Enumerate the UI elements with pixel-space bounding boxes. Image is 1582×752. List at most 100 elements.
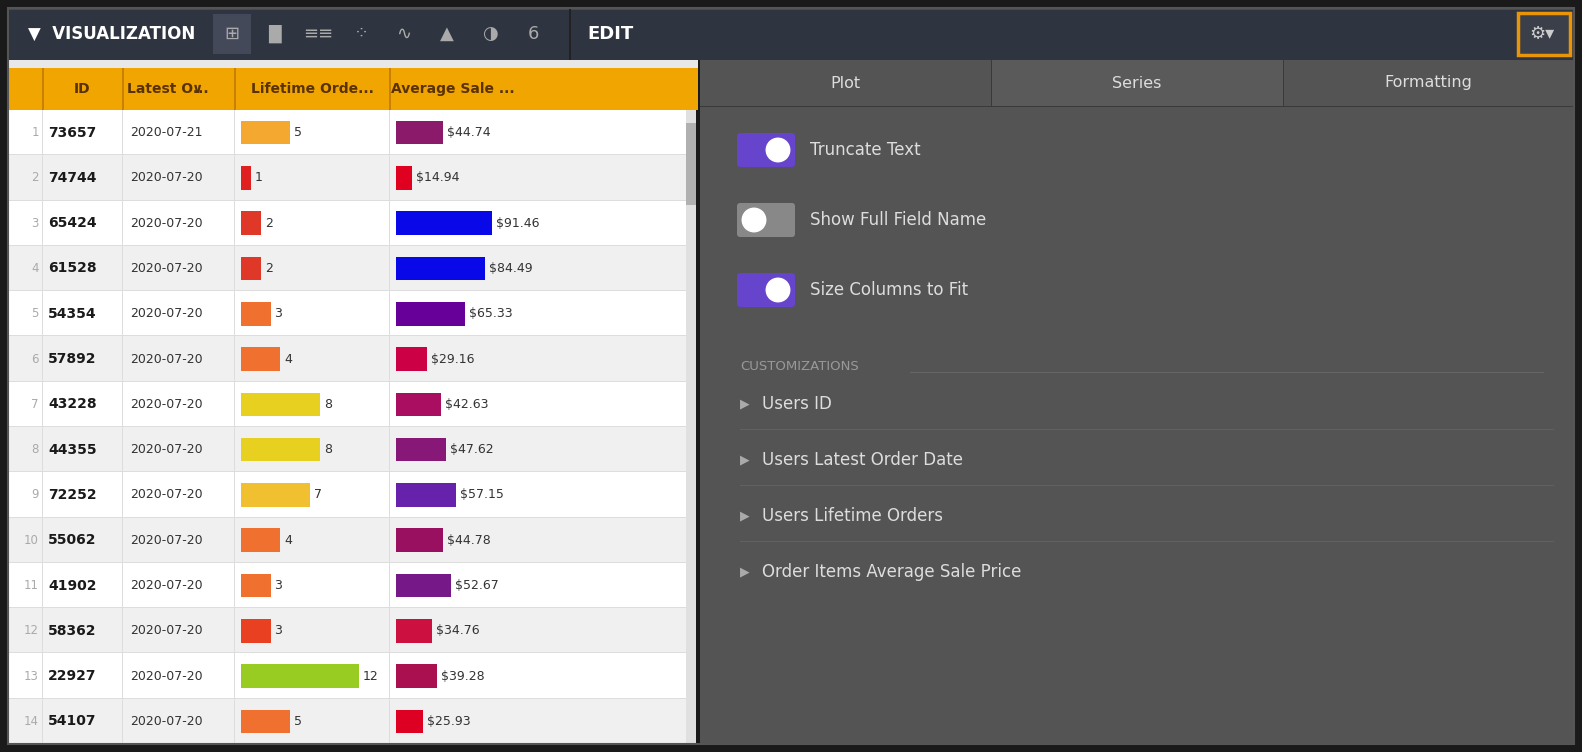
- Bar: [240, 438, 320, 462]
- Text: 12: 12: [364, 669, 380, 683]
- Text: ▲: ▲: [440, 25, 454, 43]
- Text: 2020-07-20: 2020-07-20: [130, 262, 202, 275]
- Bar: [240, 529, 280, 552]
- Bar: [8, 68, 698, 110]
- Bar: [1519, 13, 1569, 55]
- Bar: [1519, 13, 1569, 55]
- Text: 6: 6: [527, 25, 539, 43]
- Text: Users Latest Order Date: Users Latest Order Date: [763, 451, 963, 469]
- Text: ⚙▾: ⚙▾: [1528, 25, 1554, 43]
- Text: $34.76: $34.76: [437, 624, 479, 637]
- Text: Formatting: Formatting: [1384, 75, 1473, 90]
- Bar: [240, 256, 261, 280]
- Text: 2020-07-20: 2020-07-20: [130, 398, 202, 411]
- Bar: [240, 121, 290, 144]
- Bar: [396, 710, 424, 733]
- Bar: [214, 14, 252, 54]
- Bar: [8, 291, 687, 336]
- Bar: [8, 517, 687, 562]
- Text: 2020-07-20: 2020-07-20: [130, 443, 202, 456]
- Text: 61528: 61528: [47, 262, 97, 275]
- Text: $14.94: $14.94: [416, 171, 459, 184]
- Bar: [8, 8, 1574, 10]
- Text: Users Lifetime Orders: Users Lifetime Orders: [763, 507, 943, 525]
- Bar: [396, 302, 465, 326]
- Text: 2020-07-20: 2020-07-20: [130, 217, 202, 229]
- Text: $52.67: $52.67: [456, 579, 498, 592]
- Text: 22927: 22927: [47, 669, 97, 683]
- Bar: [240, 483, 310, 507]
- Text: 55062: 55062: [47, 533, 97, 547]
- Text: 65424: 65424: [47, 217, 97, 230]
- Bar: [396, 438, 446, 462]
- Text: 72252: 72252: [47, 488, 97, 502]
- Text: 74744: 74744: [47, 171, 97, 185]
- Text: 10: 10: [24, 534, 40, 547]
- Text: Average Sale ...: Average Sale ...: [391, 82, 514, 96]
- Text: 8: 8: [324, 443, 332, 456]
- Bar: [8, 336, 687, 382]
- Text: $47.62: $47.62: [449, 443, 494, 456]
- Text: 2020-07-20: 2020-07-20: [130, 308, 202, 320]
- FancyBboxPatch shape: [737, 133, 796, 167]
- Text: $84.49: $84.49: [489, 262, 532, 275]
- Text: 41902: 41902: [47, 578, 97, 593]
- Text: 5: 5: [294, 715, 302, 728]
- Bar: [992, 60, 1283, 106]
- Text: $25.93: $25.93: [427, 715, 471, 728]
- Text: 9: 9: [32, 489, 40, 502]
- Bar: [240, 710, 290, 733]
- Text: Plot: Plot: [831, 75, 861, 90]
- Bar: [8, 154, 687, 155]
- Bar: [8, 743, 687, 744]
- Bar: [396, 121, 443, 144]
- Text: 14: 14: [24, 715, 40, 728]
- Text: ▶: ▶: [740, 510, 750, 523]
- Bar: [240, 166, 252, 190]
- Text: Order Items Average Sale Price: Order Items Average Sale Price: [763, 563, 1022, 581]
- Bar: [396, 619, 432, 642]
- Bar: [8, 155, 687, 201]
- Text: Latest O...: Latest O...: [127, 82, 209, 96]
- Text: 2: 2: [264, 217, 272, 229]
- Bar: [396, 166, 411, 190]
- Bar: [740, 541, 1554, 542]
- Bar: [699, 60, 1574, 744]
- Text: 2: 2: [32, 171, 40, 184]
- Bar: [396, 211, 492, 235]
- Bar: [8, 608, 687, 653]
- Text: 3: 3: [275, 579, 283, 592]
- Text: ▼  VISUALIZATION: ▼ VISUALIZATION: [28, 25, 195, 43]
- Text: 13: 13: [24, 669, 40, 683]
- Bar: [240, 393, 320, 416]
- Text: 2020-07-20: 2020-07-20: [130, 669, 202, 683]
- Text: 43228: 43228: [47, 397, 97, 411]
- Bar: [240, 619, 271, 642]
- Bar: [396, 393, 441, 416]
- Text: 7: 7: [32, 398, 40, 411]
- Bar: [396, 347, 427, 371]
- Bar: [687, 123, 696, 205]
- Bar: [8, 335, 687, 336]
- Bar: [8, 426, 687, 427]
- Bar: [240, 302, 271, 326]
- Bar: [8, 427, 687, 472]
- Text: 3: 3: [275, 308, 283, 320]
- Text: 5: 5: [294, 126, 302, 139]
- Bar: [8, 245, 687, 246]
- Text: 4: 4: [285, 534, 293, 547]
- Text: $29.16: $29.16: [430, 353, 475, 365]
- Bar: [8, 201, 687, 246]
- Text: 7: 7: [313, 489, 321, 502]
- Bar: [240, 347, 280, 371]
- Bar: [8, 246, 687, 291]
- Bar: [240, 211, 261, 235]
- Text: 44355: 44355: [47, 443, 97, 456]
- Text: ▶: ▶: [740, 398, 750, 411]
- Text: 2020-07-20: 2020-07-20: [130, 171, 202, 184]
- Text: 8: 8: [32, 443, 40, 456]
- Text: 2020-07-21: 2020-07-21: [130, 126, 202, 139]
- Bar: [8, 472, 687, 517]
- Bar: [8, 562, 687, 608]
- Text: 54107: 54107: [47, 714, 97, 729]
